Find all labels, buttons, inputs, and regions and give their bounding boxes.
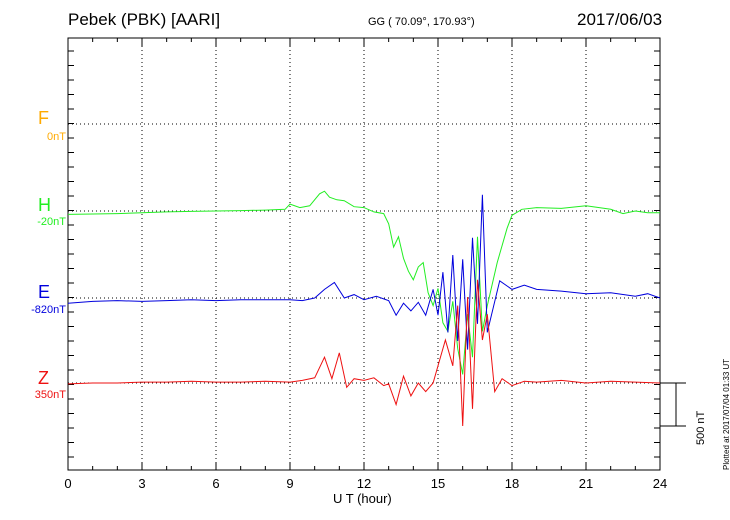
x-tick-label: 24 (645, 476, 675, 491)
component-offset-e: -820nT (31, 304, 66, 316)
component-offset-f: 0nT (47, 131, 66, 143)
plotted-timestamp: Plotted at 2017/07/04 01:33 UT (722, 359, 730, 470)
x-tick-label: 0 (53, 476, 83, 491)
component-label-h: H (38, 195, 51, 216)
series-line-z (68, 280, 660, 426)
component-label-e: E (38, 282, 50, 303)
x-tick-label: 18 (497, 476, 527, 491)
x-tick-label: 21 (571, 476, 601, 491)
x-axis-label: U T (hour) (333, 491, 392, 506)
x-tick-label: 15 (423, 476, 453, 491)
grid-lines (68, 38, 660, 470)
station-title: Pebek (PBK) [AARI] (68, 10, 220, 30)
scale-bar-label: 500 nT (695, 411, 707, 445)
component-label-f: F (38, 108, 49, 129)
x-tick-label: 3 (127, 476, 157, 491)
magnetogram-plot (0, 0, 730, 520)
x-tick-label: 6 (201, 476, 231, 491)
scale-bar (660, 383, 686, 426)
station-coordinates: GG ( 70.09°, 170.93°) (368, 16, 475, 28)
component-label-z: Z (38, 368, 49, 389)
plot-date: 2017/06/03 (577, 10, 662, 30)
component-offset-z: 350nT (35, 389, 66, 401)
x-tick-label: 12 (349, 476, 379, 491)
component-offset-h: -20nT (37, 216, 66, 228)
x-tick-label: 9 (275, 476, 305, 491)
